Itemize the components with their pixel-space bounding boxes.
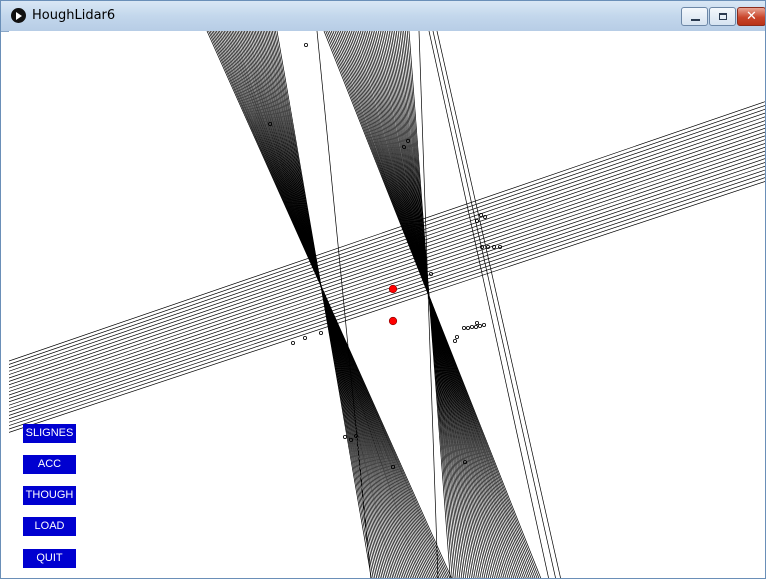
lidar-point [302,335,307,340]
hough-line-horizontal-bundle [9,143,765,399]
load-button[interactable]: LOAD [23,517,76,536]
lidar-point [303,42,308,47]
hough-line [432,31,556,578]
lidar-point [454,334,459,339]
lidar-point [401,145,406,150]
hough-line-horizontal-bundle [9,139,765,396]
minimize-button[interactable] [681,7,708,26]
hough-line-horizontal-bundle [9,177,765,430]
hough-line-horizontal-bundle [9,158,765,413]
lidar-point [497,244,502,249]
hough-line-horizontal-bundle [9,146,765,403]
hough-line-horizontal-bundle [9,150,765,406]
close-icon: ✕ [746,9,757,24]
hough-line-horizontal-bundle [9,181,765,433]
hough-line [316,31,372,578]
though-button[interactable]: THOUGH [23,486,76,505]
robot-markers [388,284,398,326]
lidar-point [473,324,478,329]
hough-lines [9,31,765,578]
hough-line-horizontal-bundle [9,108,765,369]
lidar-point [491,244,496,249]
hough-line-right-bundle [408,31,451,578]
hough-line-horizontal-bundle [9,173,765,426]
minimize-icon [691,19,700,21]
maximize-icon [719,13,727,20]
hough-line-horizontal-bundle [9,124,765,382]
hough-line-horizontal-bundle [9,162,765,416]
lidar-point [478,212,483,217]
hough-line-horizontal-bundle [9,127,765,386]
acc-button[interactable]: ACC [23,455,76,474]
lidar-point [482,214,487,219]
hough-line-horizontal-bundle [9,112,765,372]
lidar-point [452,338,457,343]
title-bar[interactable]: HoughLidar6 ✕ [1,1,765,32]
window-title: HoughLidar6 [32,8,116,23]
maximize-button[interactable] [709,7,736,26]
lidar-point [267,122,272,127]
hough-line-horizontal-bundle [9,101,765,362]
lidar-point [318,330,323,335]
lidar-point [353,433,358,438]
lidar-point [342,434,347,439]
lidar-point [481,322,486,327]
hough-line-horizontal-bundle [9,154,765,409]
lidar-point [474,218,479,223]
lidar-point [465,325,470,330]
lidar-point [461,325,466,330]
lidar-point [479,244,484,249]
robot-marker-2 [388,316,398,326]
slignes-button[interactable]: SLIGNES [23,424,76,443]
lidar-points [267,42,502,469]
lidar-point [469,324,474,329]
lidar-point [477,323,482,328]
hough-line-horizontal-bundle [9,105,765,365]
lidar-point [290,340,295,345]
hough-lines-drawing [9,31,765,578]
lidar-point [485,244,490,249]
hough-line [436,31,561,578]
hough-line-horizontal-bundle [9,120,765,379]
hough-line-horizontal-bundle [9,169,765,423]
lidar-point [462,459,467,464]
app-play-icon [11,8,26,23]
hough-line-left-bundle [276,31,372,578]
lidar-point [348,437,353,442]
lidar-point [474,320,479,325]
close-button[interactable]: ✕ [737,7,765,26]
lidar-point [428,271,433,276]
hough-line-horizontal-bundle [9,165,765,420]
quit-button[interactable]: QUIT [23,549,76,568]
hough-line-horizontal-bundle [9,131,765,389]
robot-marker-1 [388,284,398,294]
hough-line [418,31,439,578]
hough-line-horizontal-bundle [9,116,765,375]
hough-line [428,31,549,578]
lidar-point [405,139,410,144]
hough-line-horizontal-bundle [9,135,765,392]
lidar-point [390,464,395,469]
hough-canvas[interactable]: SLIGNES ACC THOUGH LOAD QUIT [9,31,765,578]
